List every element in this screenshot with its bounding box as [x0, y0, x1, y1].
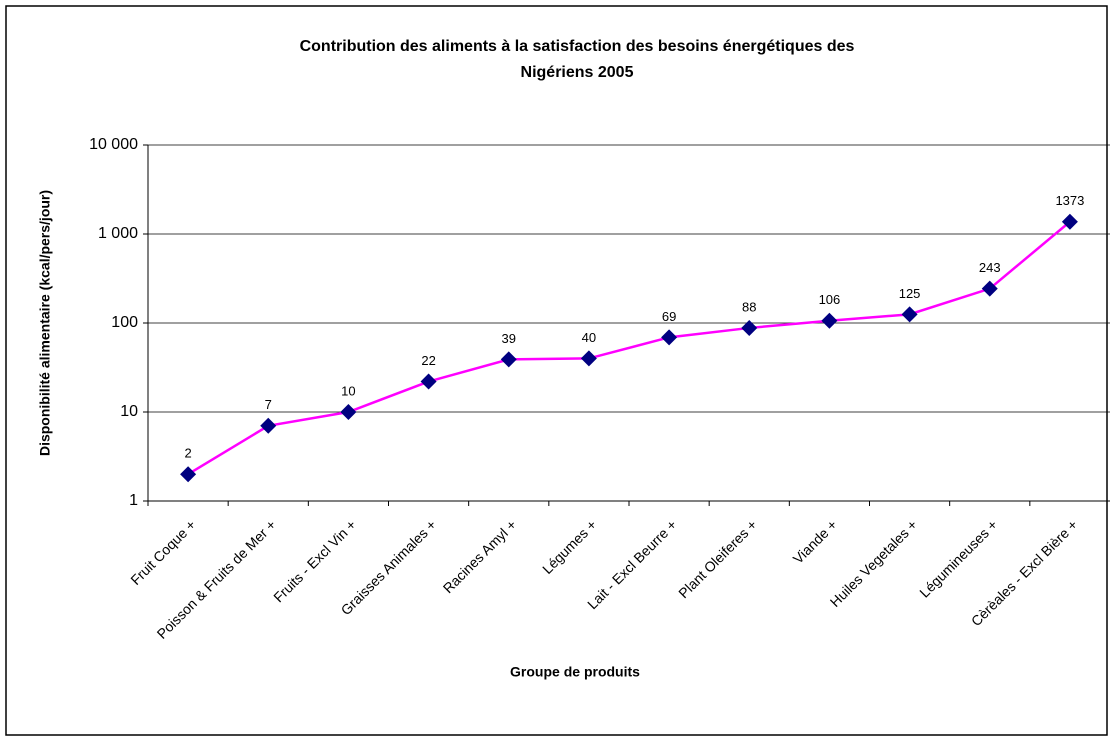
- data-label: 2: [184, 446, 191, 461]
- marker: [1061, 213, 1078, 230]
- data-label: 7: [265, 397, 272, 412]
- y-tick-label: 1 000: [98, 225, 138, 242]
- data-line: [187, 220, 1071, 476]
- data-label: 1373: [1055, 193, 1084, 208]
- data-label: 10: [341, 383, 355, 398]
- x-axis-label: Groupe de produits: [510, 664, 640, 680]
- y-tick-label: 10 000: [89, 136, 138, 153]
- marker: [340, 404, 357, 420]
- data-label: 69: [662, 309, 676, 324]
- y-tick-label: 1: [129, 492, 138, 509]
- y-tick-label: 100: [111, 314, 138, 331]
- marker: [580, 350, 597, 367]
- marker: [741, 319, 758, 336]
- marker: [661, 329, 678, 346]
- marker: [500, 351, 517, 368]
- data-label: 125: [899, 286, 921, 301]
- y-axis-label: Disponibilité alimentaire (kcal/pers/jou…: [37, 190, 53, 456]
- marker: [260, 417, 277, 434]
- data-label: 88: [742, 299, 756, 314]
- marker: [981, 280, 998, 297]
- chart-title: Contribution des aliments à la satisfact…: [300, 38, 855, 55]
- data-label: 22: [421, 353, 435, 368]
- data-label: 106: [819, 292, 841, 307]
- chart-title: Nigériens 2005: [521, 64, 634, 81]
- chart-border: [5, 5, 1108, 736]
- marker: [821, 312, 838, 329]
- data-label: 243: [979, 260, 1001, 275]
- data-label: 40: [582, 330, 596, 345]
- marker: [901, 306, 918, 323]
- y-tick-label: 10: [120, 403, 138, 420]
- marker: [180, 466, 197, 483]
- data-label: 39: [502, 331, 516, 346]
- marker: [420, 373, 437, 390]
